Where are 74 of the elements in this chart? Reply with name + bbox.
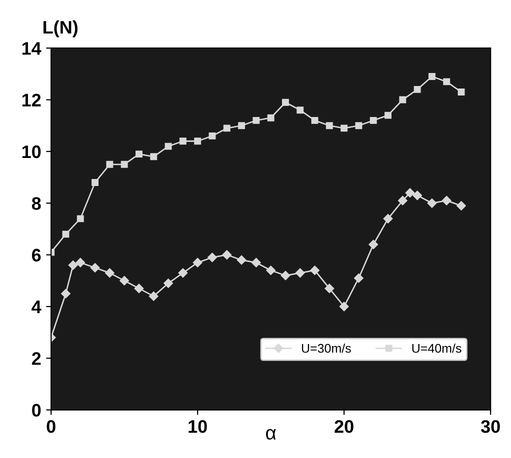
y-tick-label: 2 [32,352,41,365]
point [120,160,128,168]
x-tick-label: 20 [334,420,354,433]
point [405,188,415,198]
point [296,106,304,114]
point [383,214,393,224]
y-axis-title: L(N) [44,20,78,38]
y-tick-label: 8 [32,197,41,210]
point [456,201,466,210]
point [354,273,364,283]
point [414,86,421,93]
point [92,179,99,186]
y-tick-label: 12 [22,94,41,106]
point [384,112,392,119]
point [164,142,172,150]
point [266,266,276,275]
point [61,288,70,298]
point [428,73,436,80]
point [399,96,406,104]
point [164,278,173,288]
point [134,284,144,294]
x-axis-title: α [266,428,276,440]
point [427,198,437,208]
point [68,260,78,270]
point [370,116,377,124]
point [458,88,465,96]
legend-label: U=40m/s [412,344,462,353]
point [178,268,188,278]
point [311,116,318,124]
point [252,258,261,268]
y-tick-label: 4 [32,300,42,314]
point [150,153,158,160]
point [238,122,246,130]
x-tick-label: 10 [188,420,207,433]
point [252,116,260,124]
point [120,276,129,286]
point [62,230,70,238]
point [368,240,378,250]
point [149,292,158,301]
point [355,122,362,130]
point [222,250,232,260]
point [339,302,349,312]
y-tick-label: 10 [22,145,41,158]
x-tick-label: 30 [480,420,500,433]
y-tick-label: 0 [32,404,41,417]
y-tick-label: 6 [32,248,41,262]
point [208,132,216,140]
x-tick-label: 0 [46,420,56,433]
legend-label: U=30m/s [302,344,351,353]
point [179,138,186,145]
point [76,215,84,222]
point [106,160,114,168]
point [442,196,452,206]
point [76,258,86,268]
point [194,138,202,145]
y-tick-label: 14 [22,42,42,55]
point [90,263,100,272]
point [267,114,274,122]
point [282,98,289,106]
point [280,270,290,280]
point [105,268,114,278]
point [326,122,333,130]
point [340,124,348,132]
point [236,255,246,265]
point [412,190,422,200]
point [443,78,450,86]
point [296,268,305,278]
point [310,266,320,275]
point [192,258,202,268]
point [208,252,217,262]
point [398,196,408,206]
point [223,124,230,132]
point [136,150,142,158]
point [324,284,334,294]
